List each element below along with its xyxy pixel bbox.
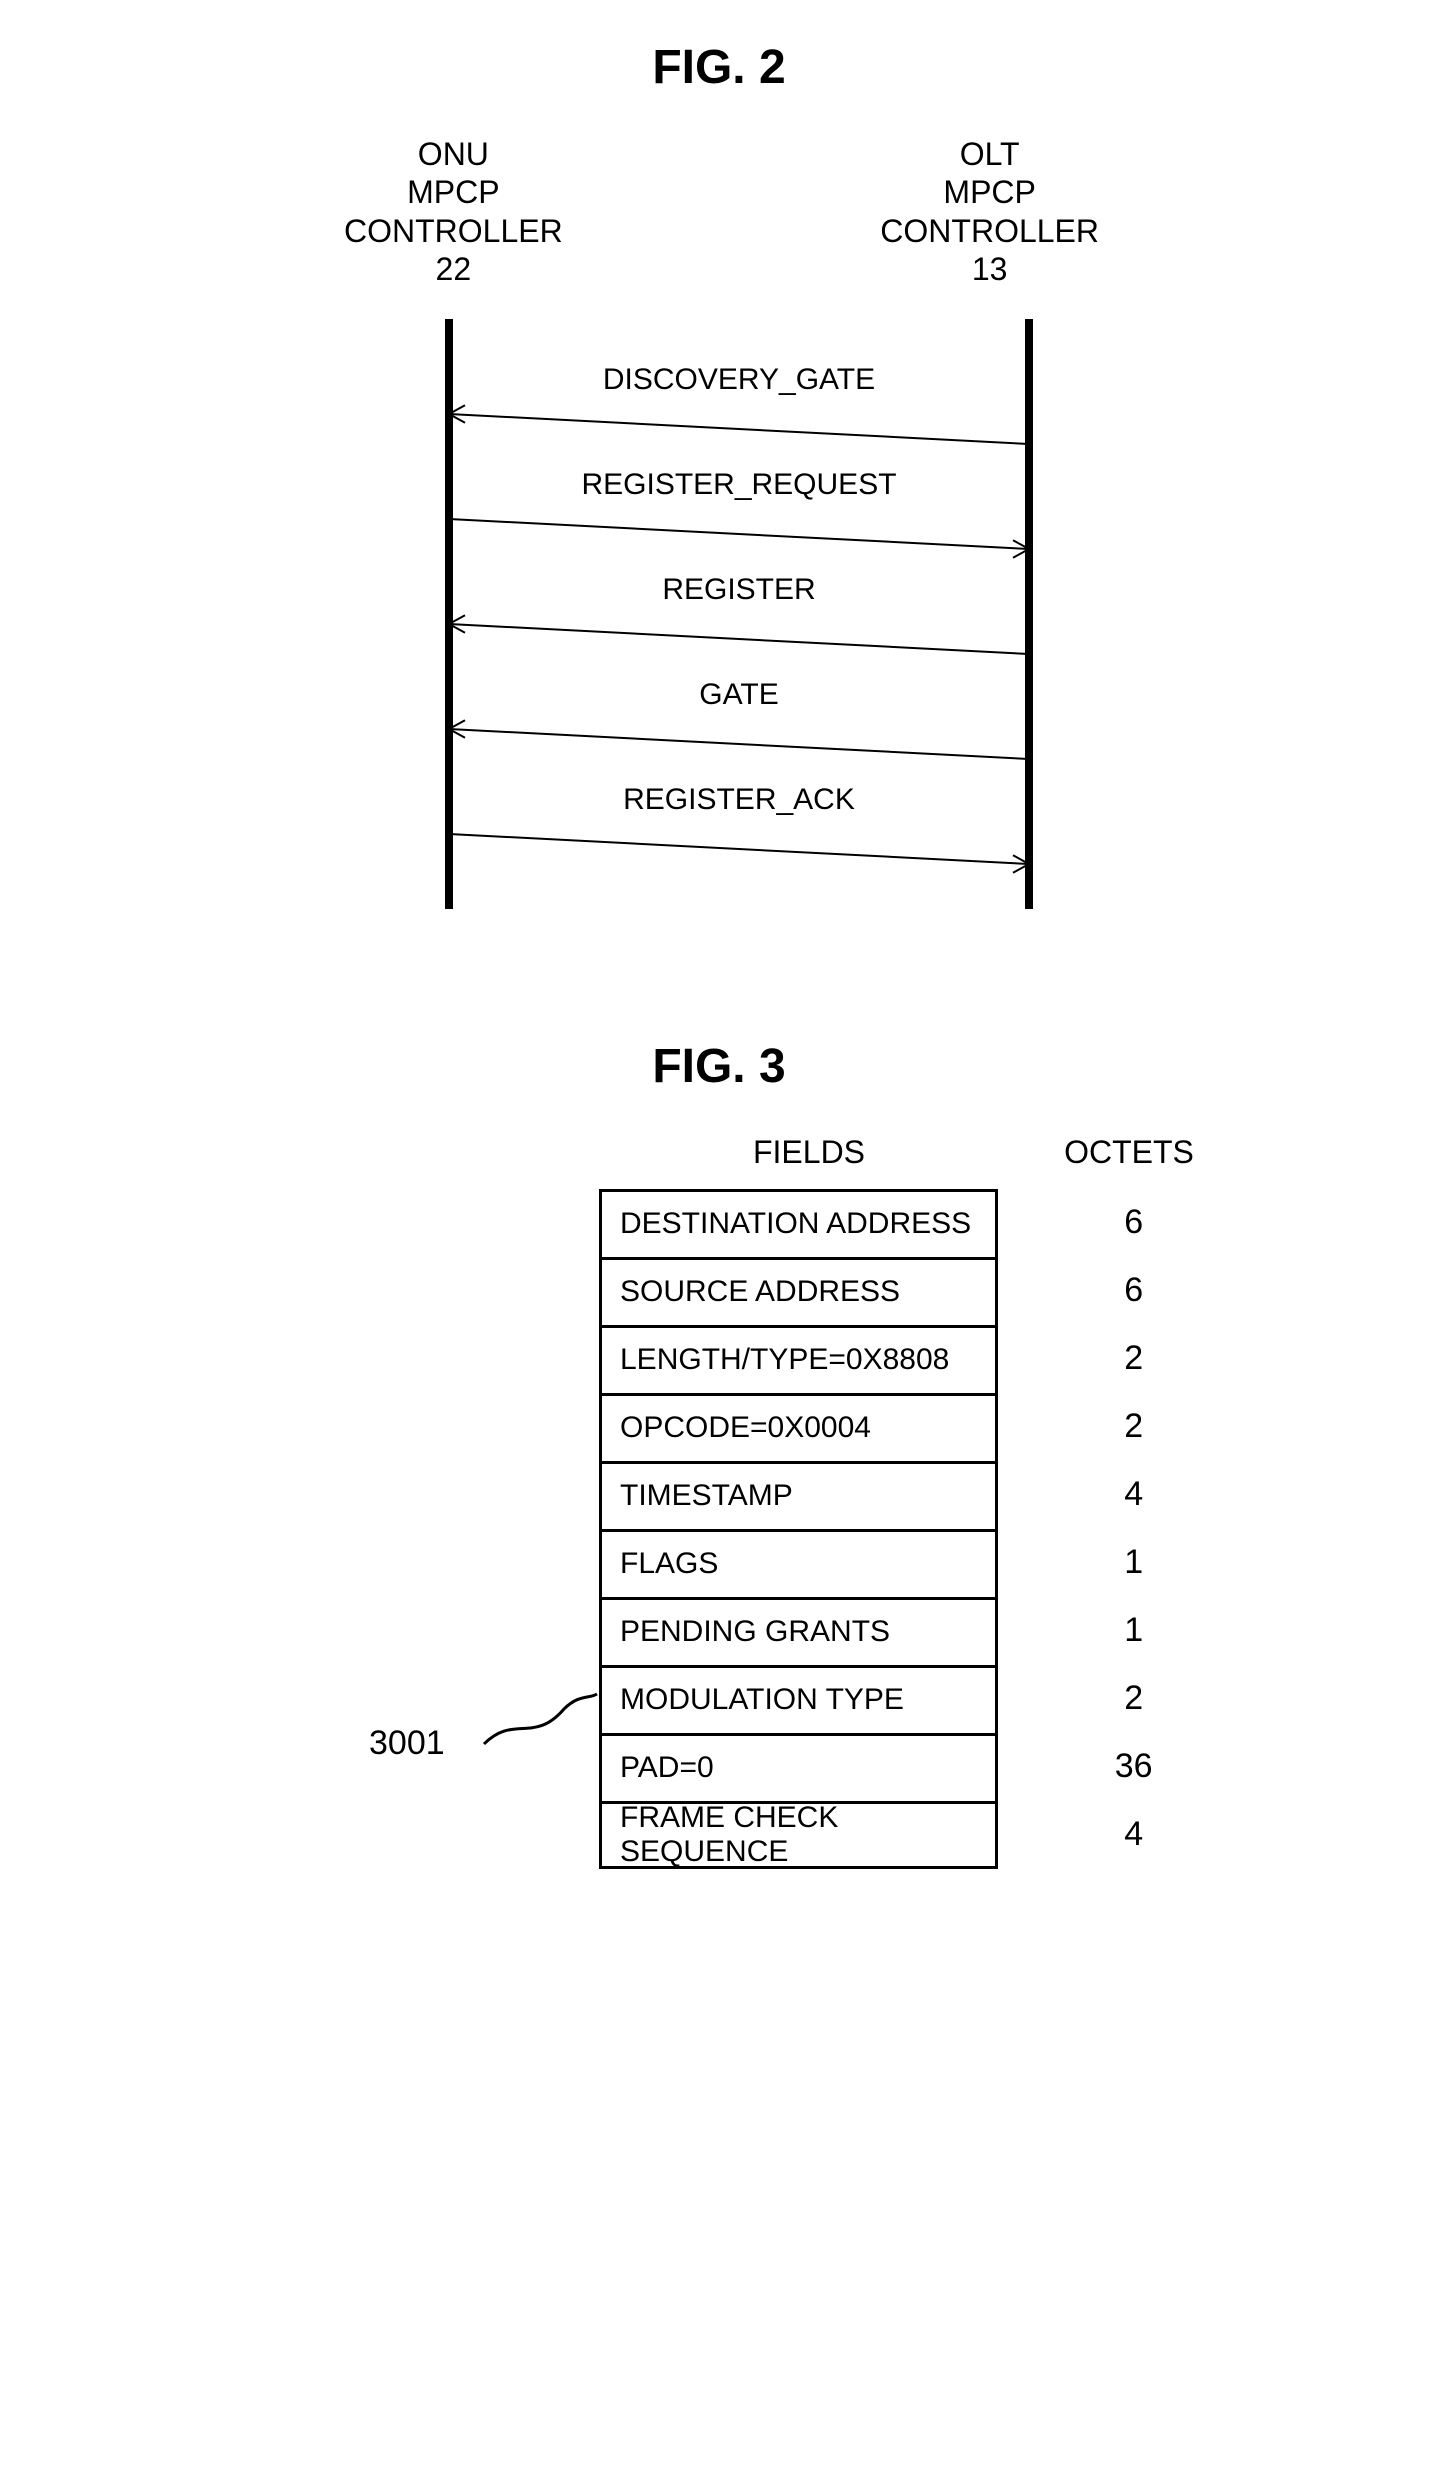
fig2-left-endpoint: ONU MPCP CONTROLLER 22	[344, 135, 563, 289]
octets-header: OCTETS	[1039, 1134, 1219, 1171]
fig3-row: SOURCE ADDRESS 6	[599, 1257, 1219, 1325]
svg-text:REGISTER: REGISTER	[662, 573, 815, 606]
fig3-row: PENDING GRANTS 1	[599, 1597, 1219, 1665]
fig3-row: MODULATION TYPE 2	[599, 1665, 1219, 1733]
field-cell: TIMESTAMP	[599, 1461, 998, 1529]
octet-cell: 4	[1048, 1815, 1219, 1854]
field-cell: PENDING GRANTS	[599, 1597, 998, 1665]
field-cell: SOURCE ADDRESS	[599, 1257, 998, 1325]
octet-cell: 1	[1048, 1611, 1219, 1650]
field-cell: DESTINATION ADDRESS	[599, 1189, 998, 1257]
field-cell: LENGTH/TYPE=0X8808	[599, 1325, 998, 1393]
fig3-row: LENGTH/TYPE=0X8808 2	[599, 1325, 1219, 1393]
octet-cell: 2	[1048, 1339, 1219, 1378]
field-cell: PAD=0	[599, 1733, 998, 1801]
right-ep-line2: MPCP	[943, 174, 1035, 210]
left-ep-line1: ONU	[418, 136, 489, 172]
fig3-ref-label: 3001	[369, 1724, 445, 1763]
fig3-row: DESTINATION ADDRESS 6	[599, 1189, 1219, 1257]
fig3-row: FLAGS 1	[599, 1529, 1219, 1597]
fig3-row: TIMESTAMP 4	[599, 1461, 1219, 1529]
field-cell: OPCODE=0X0004	[599, 1393, 998, 1461]
octet-cell: 6	[1048, 1271, 1219, 1310]
fig3-table: DESTINATION ADDRESS 6 SOURCE ADDRESS 6 LENGT…	[599, 1189, 1219, 1869]
octet-cell: 1	[1048, 1543, 1219, 1582]
fig3-row: FRAME CHECK SEQUENCE 4	[599, 1801, 1219, 1869]
fig3-row: PAD=0 36	[599, 1733, 1219, 1801]
fig3-container: FIELDS OCTETS DESTINATION ADDRESS6SOURCE…	[219, 1134, 1219, 1869]
field-cell: FLAGS	[599, 1529, 998, 1597]
octet-cell: 36	[1048, 1747, 1219, 1786]
right-ep-line3: CONTROLLER	[880, 213, 1099, 249]
octet-cell: 2	[1048, 1407, 1219, 1446]
fields-header: FIELDS	[609, 1134, 1009, 1171]
right-ep-line1: OLT	[960, 136, 1020, 172]
field-cell: FRAME CHECK SEQUENCE	[599, 1801, 998, 1869]
fig2-title: FIG. 2	[0, 40, 1438, 95]
octet-cell: 2	[1048, 1679, 1219, 1718]
left-ep-line3: CONTROLLER	[344, 213, 563, 249]
right-ep-line4: 13	[972, 251, 1008, 287]
svg-text:GATE: GATE	[699, 678, 778, 711]
svg-text:REGISTER_REQUEST: REGISTER_REQUEST	[581, 468, 896, 501]
fig3-title: FIG. 3	[0, 1039, 1438, 1094]
octet-cell: 6	[1048, 1203, 1219, 1242]
left-ep-line4: 22	[436, 251, 472, 287]
fig2-sequence-svg: DISCOVERY_GATE REGISTER_REQUEST REGISTER GA…	[269, 289, 1169, 939]
left-ep-line2: MPCP	[407, 174, 499, 210]
fig2-right-endpoint: OLT MPCP CONTROLLER 13	[880, 135, 1099, 289]
fig2-endpoint-labels: ONU MPCP CONTROLLER 22 OLT MPCP CONTROLL…	[269, 135, 1169, 289]
octet-cell: 4	[1048, 1475, 1219, 1514]
fig3-ref-connector	[479, 1679, 599, 1759]
fig3-row: OPCODE=0X0004 2	[599, 1393, 1219, 1461]
svg-text:REGISTER_ACK: REGISTER_ACK	[623, 783, 855, 816]
fig3-headers: FIELDS OCTETS	[609, 1134, 1219, 1171]
svg-text:DISCOVERY_GATE: DISCOVERY_GATE	[603, 363, 875, 396]
field-cell: MODULATION TYPE	[599, 1665, 998, 1733]
fig2-container: ONU MPCP CONTROLLER 22 OLT MPCP CONTROLL…	[269, 135, 1169, 939]
